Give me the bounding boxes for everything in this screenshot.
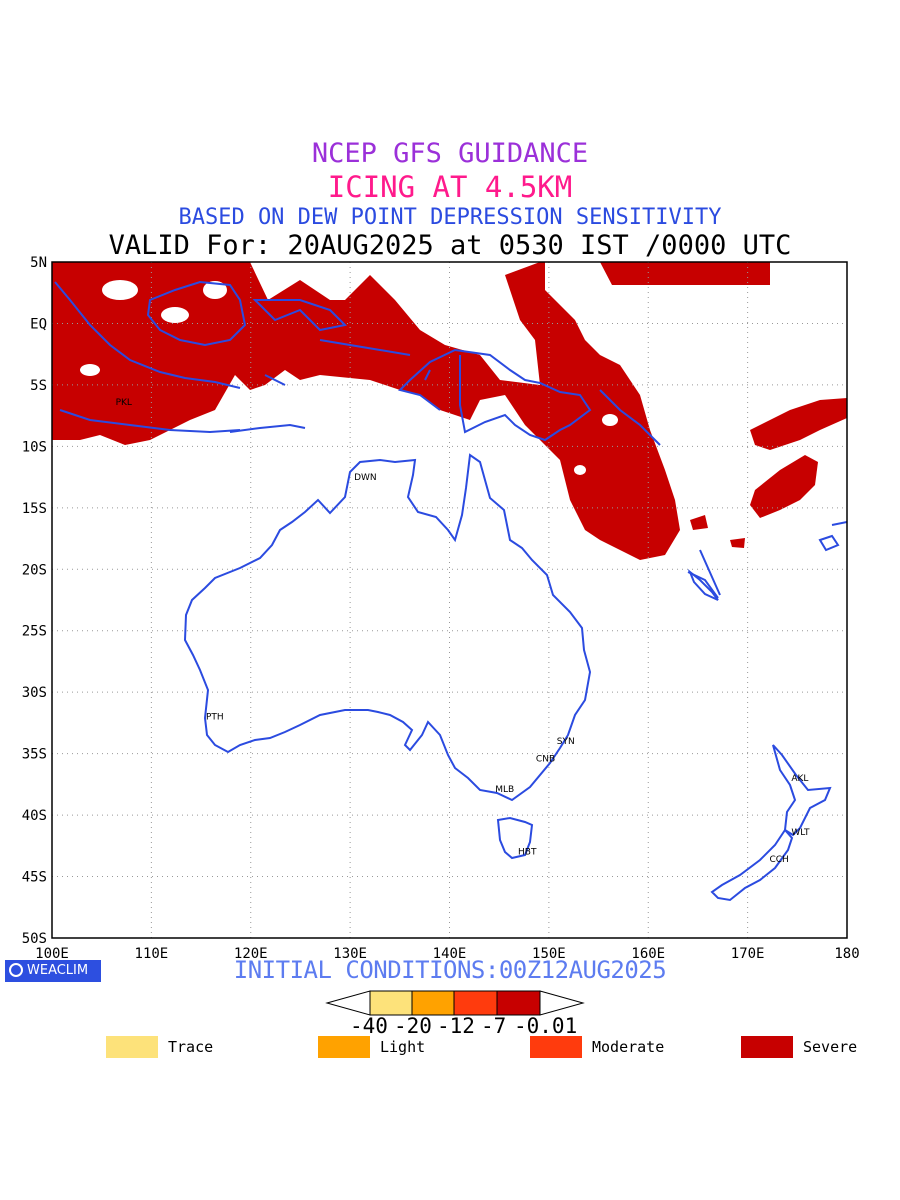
- title-field: ICING AT 4.5KM: [327, 170, 573, 204]
- lat-label: 50S: [22, 931, 47, 947]
- weaclim-badge: WEACLIM: [5, 960, 101, 982]
- colorbar-tick-4: -7: [481, 1014, 507, 1038]
- initial-conditions: INITIAL CONDITIONS:00Z12AUG2025: [233, 956, 667, 984]
- new-caledonia-coast: [687, 568, 719, 601]
- weaclim-logo-icon: [9, 963, 23, 977]
- icing-gaps: [80, 280, 618, 475]
- coastlines: [54, 280, 847, 902]
- colorbar-tick-3: -12: [437, 1014, 475, 1038]
- legend-swatch: [530, 1036, 582, 1058]
- colorbar-right-arrow: [539, 990, 585, 1016]
- legend-swatch: [741, 1036, 793, 1058]
- colorbar-bin-4: [496, 990, 541, 1016]
- title-product: NCEP GFS GUIDANCE: [311, 138, 589, 169]
- lon-label: 100E: [35, 946, 69, 960]
- lat-label: 20S: [22, 562, 47, 578]
- title-method: BASED ON DEW POINT DEPRESSION SENSITIVIT…: [178, 205, 722, 230]
- nz-north-island: [772, 744, 832, 837]
- latitude-labels: 5N EQ 5S 10S 15S 20S 25S 30S 35S 40S 45S 50S: [22, 255, 47, 947]
- lat-label: 35S: [22, 747, 47, 763]
- legend-label: Light: [380, 1038, 426, 1056]
- lat-label: EQ: [30, 316, 47, 332]
- colorbar-tick-1: -40: [350, 1014, 388, 1038]
- legend-swatch: [318, 1036, 370, 1058]
- badge-label: WEACLIM: [27, 963, 89, 978]
- map-frame: [51, 261, 848, 939]
- city-label-pkl: PKL: [116, 398, 132, 408]
- indonesia-coast: [54, 280, 721, 599]
- city-label-dwn: DWN: [354, 473, 377, 483]
- lat-label: 30S: [22, 685, 47, 701]
- city-label-syn: SYN: [557, 737, 575, 747]
- lon-label: 130E: [333, 946, 367, 960]
- legend-label: Moderate: [592, 1038, 665, 1056]
- lon-label: 110E: [135, 946, 169, 960]
- lat-label: 25S: [22, 624, 47, 640]
- lat-label: 40S: [22, 808, 47, 824]
- colorbar-tick-5: -0.01: [514, 1014, 578, 1038]
- icing-map: 5N EQ 5S 10S 15S 20S 25S 30S 35S 40S 45S 50S 100E 11…: [22, 255, 860, 960]
- city-label-cch: CCH: [769, 855, 788, 865]
- colorbar-bin-3: [453, 990, 498, 1016]
- legend-label: Trace: [168, 1038, 214, 1056]
- lon-label: 120E: [234, 946, 268, 960]
- tasmania-coast: [496, 816, 534, 860]
- city-label-wlt: WLT: [791, 828, 810, 838]
- city-label-akl: AKL: [791, 774, 808, 784]
- new-guinea-coast: [398, 348, 592, 442]
- legend-swatch: [106, 1036, 158, 1058]
- city-label-mlb: MLB: [495, 785, 514, 795]
- lat-label: 5S: [30, 378, 47, 394]
- title-valid-time: VALID For: 20AUG2025 at 0530 IST /0000 U…: [108, 230, 792, 261]
- lat-label: 10S: [22, 439, 47, 455]
- severe-icing-areas: [52, 262, 847, 560]
- city-label-cnb: CNB: [536, 754, 555, 764]
- lon-label: 180: [834, 946, 859, 960]
- lon-label: 150E: [532, 946, 566, 960]
- lon-label: 140E: [433, 946, 467, 960]
- lon-label: 170E: [731, 946, 765, 960]
- fiji-coast: [818, 521, 847, 552]
- australia-coast: [183, 453, 592, 802]
- longitude-labels: 100E 110E 120E 130E 140E 150E 160E 170E 180: [35, 946, 860, 960]
- city-label-pth: PTH: [206, 713, 224, 723]
- lat-label: 45S: [22, 870, 47, 886]
- lat-label: 5N: [30, 255, 47, 271]
- legend-label: Severe: [803, 1038, 858, 1056]
- colorbar-bin-2: [411, 990, 455, 1016]
- nz-south-island: [710, 828, 794, 902]
- colorbar-tick-2: -20: [394, 1014, 432, 1038]
- colorbar-bin-1: [369, 990, 413, 1016]
- city-label-hbt: HBT: [518, 848, 537, 858]
- colorbar-left-arrow: [325, 990, 371, 1016]
- lon-label: 160E: [631, 946, 665, 960]
- lat-label: 15S: [22, 501, 47, 517]
